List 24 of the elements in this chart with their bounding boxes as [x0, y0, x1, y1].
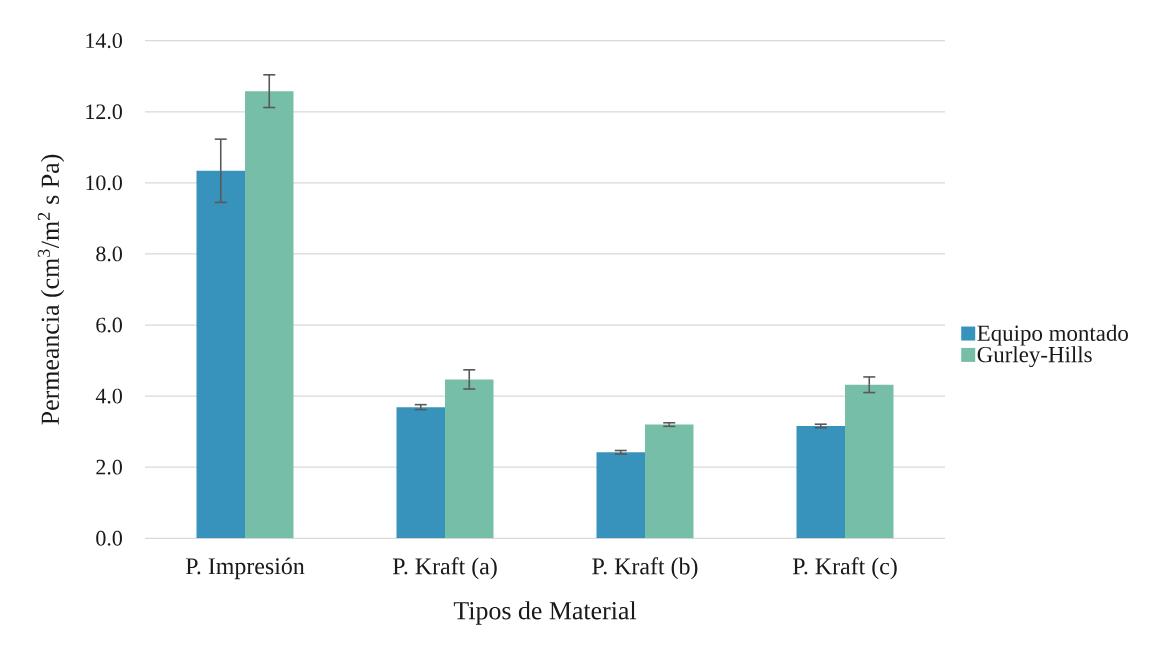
y-axis-title: Permeancia (cm$^{3}$/m$^{2}$ s Pa): [37, 154, 65, 425]
y-tick-label: 8.0: [96, 246, 122, 262]
bar: [596, 452, 645, 539]
x-tick-label: P. Kraft (c): [792, 557, 897, 580]
bar: [196, 170, 245, 539]
bar: [245, 91, 294, 539]
y-tick-label: 12.0: [86, 104, 122, 120]
x-tick-label: P. Impresión: [185, 557, 305, 580]
y-tick-label: 0.0: [96, 530, 122, 546]
y-tick-label: 2.0: [96, 459, 122, 475]
y-tick-label: 10.0: [86, 175, 122, 191]
y-tick-label: 6.0: [96, 317, 122, 333]
bar: [845, 384, 894, 539]
bar: [645, 424, 694, 539]
bar: [796, 425, 846, 539]
x-axis-title: Tipos de Material: [453, 601, 637, 625]
legend-label: Gurley-Hills: [977, 346, 1092, 368]
legend-label: Equipo montado: [977, 324, 1128, 346]
bar: [445, 379, 494, 539]
x-tick-label: P. Kraft (a): [392, 557, 497, 580]
y-tick-label: 14.0: [86, 33, 122, 49]
bar: [396, 407, 445, 539]
y-tick-label: 4.0: [95, 388, 122, 404]
x-tick-label: P. Kraft (b): [592, 557, 698, 580]
